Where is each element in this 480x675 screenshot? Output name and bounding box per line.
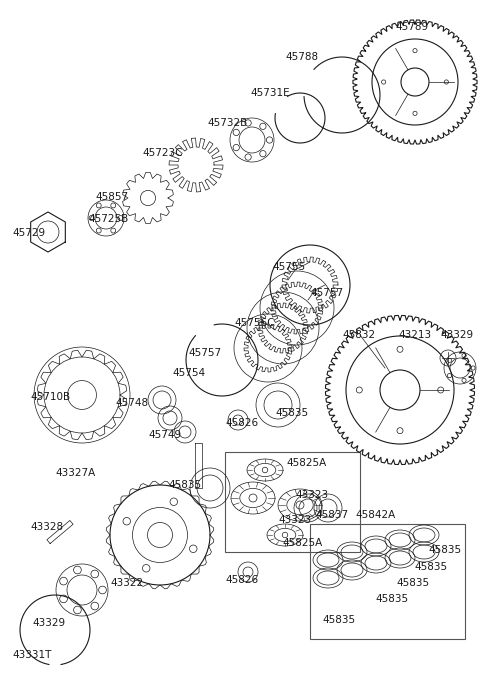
Text: 45842A: 45842A	[355, 510, 395, 520]
Text: 43327A: 43327A	[55, 468, 95, 478]
Text: 45732B: 45732B	[207, 118, 247, 128]
Text: 45748: 45748	[115, 398, 148, 408]
Text: 45857: 45857	[95, 192, 128, 202]
Text: 43323: 43323	[278, 515, 311, 525]
Text: 45710B: 45710B	[30, 392, 70, 402]
Text: 45835: 45835	[428, 545, 461, 555]
Text: 45725B: 45725B	[88, 214, 128, 224]
Text: 43331T: 43331T	[12, 650, 51, 660]
Text: 45835: 45835	[375, 594, 408, 604]
Text: 45835: 45835	[168, 480, 201, 490]
Text: 45825A: 45825A	[286, 458, 326, 468]
Text: 45757: 45757	[310, 288, 343, 298]
Text: 45832: 45832	[342, 330, 375, 340]
Text: 45826: 45826	[225, 418, 258, 428]
Text: 45756C: 45756C	[234, 318, 275, 328]
Text: 43213: 43213	[398, 330, 431, 340]
Text: 45754: 45754	[172, 368, 205, 378]
Bar	[310, 524, 465, 639]
Text: 43328: 43328	[30, 522, 63, 532]
Text: 43329: 43329	[440, 330, 473, 340]
Text: 45835: 45835	[414, 562, 447, 572]
Text: 45837: 45837	[315, 510, 348, 520]
Text: 45723C: 45723C	[142, 148, 182, 158]
Text: 45835: 45835	[322, 615, 355, 625]
Text: 45729: 45729	[12, 228, 45, 238]
Text: 45731E: 45731E	[250, 88, 289, 98]
Text: 45835: 45835	[275, 408, 308, 418]
Text: 45757: 45757	[188, 348, 221, 358]
Text: 45749: 45749	[148, 430, 181, 440]
Text: 43322: 43322	[110, 578, 143, 588]
Text: 43323: 43323	[295, 490, 328, 500]
Text: 45789: 45789	[395, 22, 428, 32]
Text: 45825A: 45825A	[282, 538, 322, 548]
Text: 43329: 43329	[32, 618, 65, 628]
Bar	[225, 452, 360, 552]
Text: 45755: 45755	[272, 262, 305, 272]
Text: 45826: 45826	[225, 575, 258, 585]
Text: 45788: 45788	[285, 52, 318, 62]
Text: 45835: 45835	[396, 578, 429, 588]
